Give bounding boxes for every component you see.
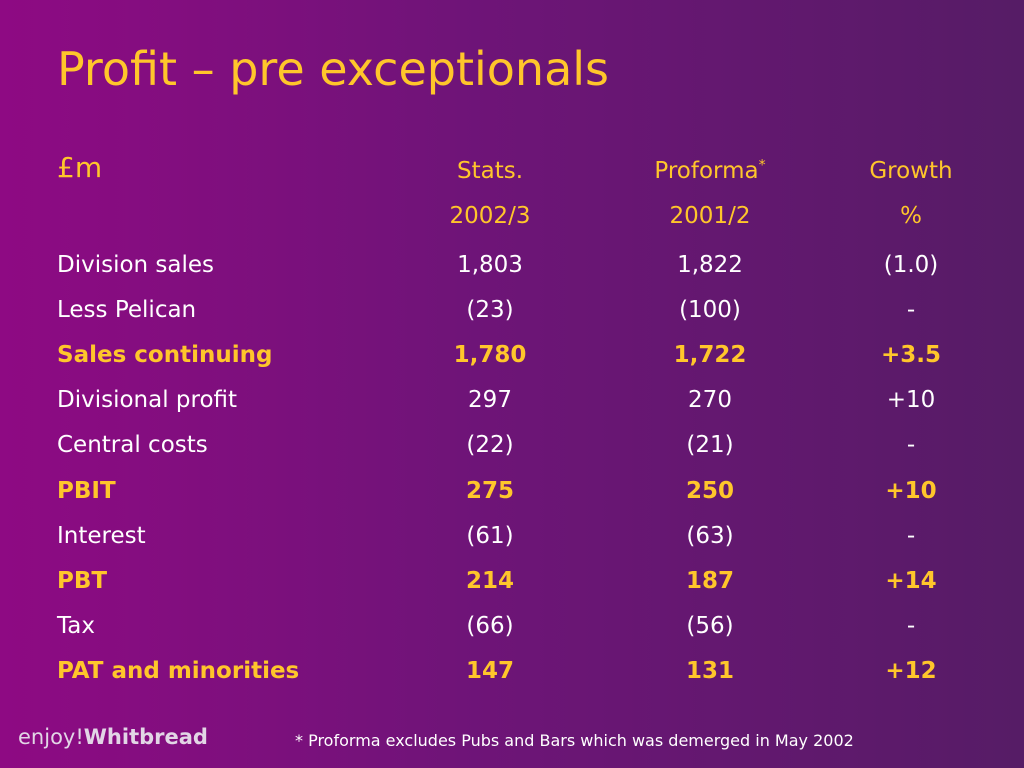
cell-growth: +14 <box>885 568 937 594</box>
cell-stats: 275 <box>465 478 514 504</box>
whitbread-logo: enjoy!Whitbread <box>18 727 208 748</box>
cell-proforma: (56) <box>686 613 734 639</box>
row-label: PAT and minorities <box>57 658 300 684</box>
table-row: Division sales 1,803 1,822 (1.0) <box>0 254 1024 294</box>
cell-growth: - <box>906 432 916 458</box>
cell-growth: +10 <box>885 478 937 504</box>
slide-title: Profit – pre exceptionals <box>57 42 609 96</box>
cell-proforma: (63) <box>686 523 734 549</box>
cell-stats: 1,803 <box>457 252 523 278</box>
cell-stats: (23) <box>466 297 514 323</box>
cell-proforma: 187 <box>685 568 734 594</box>
cell-growth: +3.5 <box>880 342 941 368</box>
cell-proforma: (100) <box>679 297 741 323</box>
cell-stats: 147 <box>465 658 514 684</box>
footnote: * Proforma excludes Pubs and Bars which … <box>295 731 854 750</box>
column-header-proforma-year: 2001/2 <box>669 203 751 229</box>
column-header-proforma-label: Proforma <box>654 158 759 184</box>
column-header-growth: Growth <box>869 158 953 184</box>
column-header-stats-year: 2002/3 <box>449 203 531 229</box>
logo-enjoy-text: enjoy! <box>18 725 84 749</box>
footnote-marker: * <box>758 157 766 174</box>
cell-growth: - <box>906 297 916 323</box>
table-row: Divisional profit 297 270 +10 <box>0 389 1024 429</box>
cell-stats: (61) <box>466 523 514 549</box>
row-label: Tax <box>57 613 95 639</box>
cell-stats: 297 <box>468 387 512 413</box>
row-label: Central costs <box>57 432 208 458</box>
cell-stats: 1,780 <box>453 342 527 368</box>
table-row: Less Pelican (23) (100) - <box>0 299 1024 339</box>
row-label: Divisional profit <box>57 387 238 413</box>
cell-proforma: (21) <box>686 432 734 458</box>
row-label: PBIT <box>57 478 116 504</box>
column-header-proforma: Proforma* <box>610 157 810 184</box>
row-label: Interest <box>57 523 146 549</box>
row-label: Less Pelican <box>57 297 197 323</box>
cell-proforma: 131 <box>685 658 734 684</box>
table-row: PAT and minorities 147 131 +12 <box>0 660 1024 700</box>
cell-stats: 214 <box>465 568 514 594</box>
cell-stats: (66) <box>466 613 514 639</box>
logo-whitbread-text: Whitbread <box>83 725 208 749</box>
column-header-stats-label: Stats. <box>456 158 524 184</box>
cell-growth: +12 <box>885 658 937 684</box>
table-row: Sales continuing 1,780 1,722 +3.5 <box>0 344 1024 384</box>
table-row: PBT 214 187 +14 <box>0 570 1024 610</box>
table-row: Interest (61) (63) - <box>0 525 1024 565</box>
currency-unit-label: £m <box>57 151 103 184</box>
table-row: Central costs (22) (21) - <box>0 434 1024 474</box>
cell-proforma: 250 <box>685 478 734 504</box>
cell-growth: - <box>906 613 916 639</box>
table-row: Tax (66) (56) - <box>0 615 1024 655</box>
table-row: PBIT 275 250 +10 <box>0 480 1024 520</box>
column-header-growth-unit: % <box>900 203 922 229</box>
cell-proforma: 270 <box>688 387 732 413</box>
row-label: Division sales <box>57 252 215 278</box>
cell-proforma: 1,822 <box>677 252 743 278</box>
row-label: PBT <box>57 568 108 594</box>
cell-growth: (1.0) <box>883 252 939 278</box>
cell-proforma: 1,722 <box>673 342 747 368</box>
cell-stats: (22) <box>466 432 514 458</box>
row-label: Sales continuing <box>57 342 273 368</box>
cell-growth: +10 <box>886 387 936 413</box>
cell-growth: - <box>906 523 916 549</box>
column-header-stats: Stats. <box>390 160 590 183</box>
